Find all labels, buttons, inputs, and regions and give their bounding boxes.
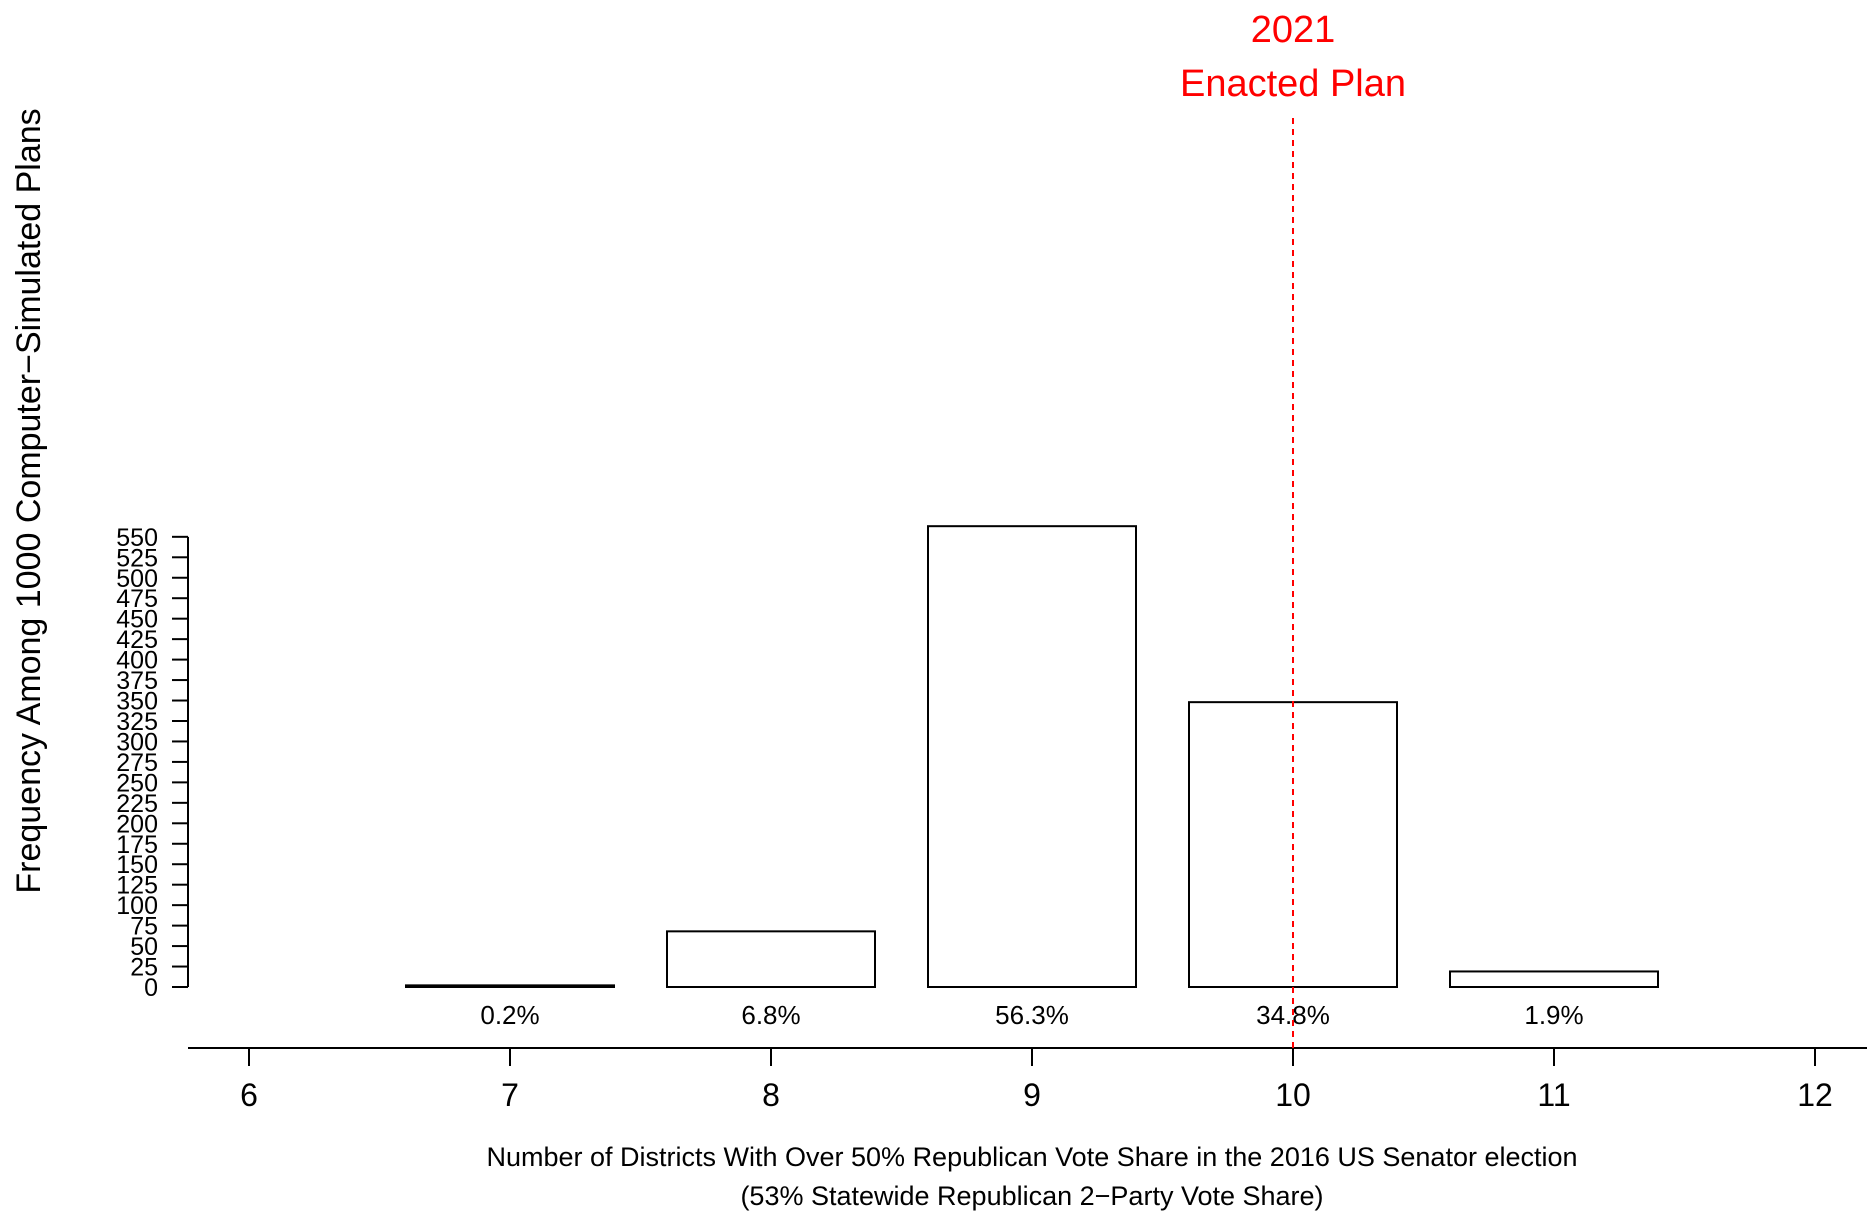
y-tick-label: 125 bbox=[116, 872, 158, 900]
bars bbox=[405, 525, 1659, 988]
bar-label-7: 0.2% bbox=[480, 1000, 539, 1030]
x-tick-label: 10 bbox=[1275, 1077, 1311, 1113]
x-tick-label: 12 bbox=[1797, 1077, 1833, 1113]
enacted-plan-year: 2021 bbox=[1251, 9, 1336, 51]
y-tick-label: 75 bbox=[130, 913, 158, 941]
y-tick-label: 400 bbox=[116, 647, 158, 675]
bar-label-11: 1.9% bbox=[1524, 1000, 1583, 1030]
y-tick-label: 25 bbox=[130, 954, 158, 982]
y-axis-title: Frequency Among 1000 Computer−Simulated … bbox=[10, 108, 48, 893]
x-axis: 6 7 8 9 10 11 12 bbox=[188, 1047, 1867, 1113]
bar-label-8: 6.8% bbox=[741, 1000, 800, 1030]
y-tick-label: 200 bbox=[116, 810, 158, 838]
bar-11 bbox=[1449, 970, 1659, 988]
y-tick-label: 50 bbox=[130, 933, 158, 961]
x-tick-label: 11 bbox=[1537, 1077, 1570, 1113]
x-tick-label: 9 bbox=[1023, 1077, 1041, 1113]
bar-9 bbox=[927, 525, 1137, 988]
y-tick-label: 275 bbox=[116, 749, 158, 777]
bar-8 bbox=[666, 930, 876, 988]
y-tick-label: 450 bbox=[116, 606, 158, 634]
bar-label-9: 56.3% bbox=[995, 1000, 1069, 1030]
x-axis-subtitle: (53% Statewide Republican 2−Party Vote S… bbox=[740, 1181, 1323, 1211]
enacted-plan-label: Enacted Plan bbox=[1180, 63, 1406, 105]
y-tick-label: 325 bbox=[116, 708, 158, 736]
enacted-plan-annotation: 2021 Enacted Plan bbox=[1180, 9, 1406, 1048]
x-tick-label: 7 bbox=[501, 1077, 519, 1113]
y-tick-label: 175 bbox=[116, 831, 158, 859]
y-tick-label: 475 bbox=[116, 585, 158, 613]
y-tick-label: 0 bbox=[144, 974, 158, 1002]
y-tick-label: 150 bbox=[116, 851, 158, 879]
x-tick-label: 8 bbox=[762, 1077, 780, 1113]
y-tick-label: 375 bbox=[116, 667, 158, 695]
y-tick-label: 250 bbox=[116, 769, 158, 797]
bar-labels: 0.2% 6.8% 56.3% 34.8% 1.9% bbox=[480, 1000, 1583, 1030]
y-tick-label: 525 bbox=[116, 544, 158, 572]
y-tick-label: 225 bbox=[116, 790, 158, 818]
y-tick-label: 500 bbox=[116, 565, 158, 593]
x-tick-label: 6 bbox=[240, 1077, 258, 1113]
y-tick-label: 550 bbox=[116, 524, 158, 552]
x-axis-title: Number of Districts With Over 50% Republ… bbox=[486, 1142, 1577, 1172]
y-tick-label: 100 bbox=[116, 892, 158, 920]
y-tick-label: 300 bbox=[116, 728, 158, 756]
bar-7 bbox=[405, 984, 615, 988]
y-tick-label: 425 bbox=[116, 626, 158, 654]
y-tick-label: 350 bbox=[116, 688, 158, 716]
y-axis: 0255075100125150175200225250275300325350… bbox=[116, 524, 189, 1002]
